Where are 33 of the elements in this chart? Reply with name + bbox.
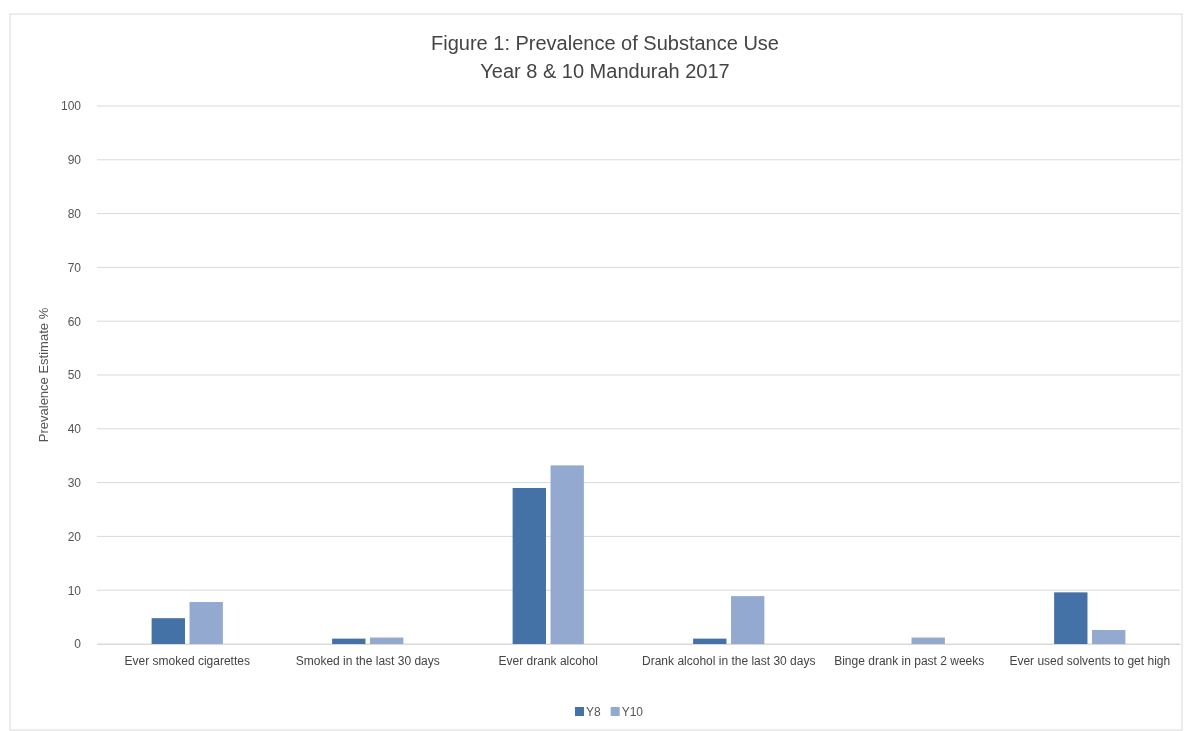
y-tick-label: 40 xyxy=(67,422,82,437)
bar xyxy=(332,638,366,644)
x-tick-label: Ever used solvents to get high xyxy=(1009,653,1171,668)
chart-title: Figure 1: Prevalence of Substance Use xyxy=(431,32,779,54)
bar xyxy=(731,596,765,644)
chart-subtitle: Year 8 & 10 Mandurah 2017 xyxy=(480,60,730,82)
x-tick-label: Drank alcohol in the last 30 days xyxy=(642,653,816,668)
bar xyxy=(1092,630,1126,644)
bar xyxy=(512,487,546,644)
y-tick-label: 30 xyxy=(67,475,82,490)
y-tick-label: 90 xyxy=(67,153,82,168)
y-tick-label: 50 xyxy=(67,368,82,383)
x-tick-label: Ever smoked cigarettes xyxy=(124,653,250,668)
bar xyxy=(189,602,223,644)
y-tick-label: 20 xyxy=(67,529,82,544)
y-axis-title: Prevalence Estimate % xyxy=(36,307,51,443)
x-tick-label: Ever drank alcohol xyxy=(498,653,598,668)
y-tick-label: 60 xyxy=(67,314,82,329)
y-tick-label: 100 xyxy=(60,99,82,114)
y-tick-label: 70 xyxy=(67,260,82,275)
y-tick-label: 10 xyxy=(67,583,82,598)
bar xyxy=(693,638,727,644)
legend-label: Y10 xyxy=(621,705,644,719)
bar xyxy=(550,465,584,644)
x-tick-label: Binge drank in past 2 weeks xyxy=(834,653,985,668)
y-tick-label: 80 xyxy=(67,206,82,221)
x-tick-label: Smoked in the last 30 days xyxy=(295,653,440,668)
bar xyxy=(151,618,185,644)
bar xyxy=(911,637,945,644)
y-tick-label: 0 xyxy=(74,637,82,652)
legend-label: Y8 xyxy=(586,705,601,719)
bar xyxy=(1054,592,1088,644)
bar xyxy=(370,637,404,644)
